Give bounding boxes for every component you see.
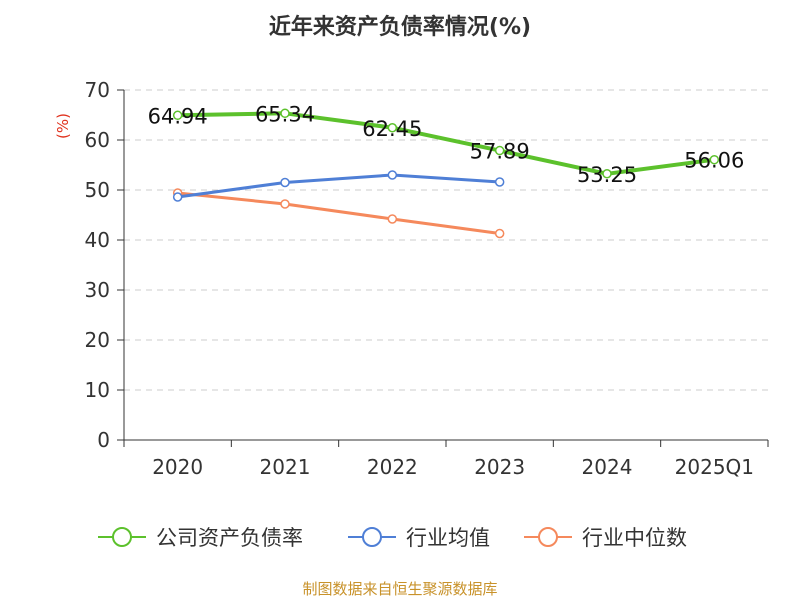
data-label: 62.45	[362, 117, 422, 141]
legend-swatch-marker	[538, 527, 558, 547]
data-point	[280, 177, 290, 188]
source-note: 制图数据来自恒生聚源数据库	[302, 580, 497, 598]
y-axis-label: (%)	[54, 113, 72, 139]
y-tick-label: 50	[85, 178, 110, 202]
data-point	[172, 192, 183, 202]
data-point	[602, 169, 612, 179]
y-tick-label: 0	[97, 428, 110, 452]
data-point	[172, 110, 183, 121]
data-point	[494, 145, 505, 156]
data-label: 65.34	[255, 102, 315, 126]
legend-swatch-marker	[362, 527, 382, 547]
legend: 公司资产负债率 行业均值 行业中位数	[98, 526, 687, 550]
data-label: 64.94	[148, 104, 208, 128]
y-tick-label: 60	[85, 128, 110, 152]
y-tick-label: 40	[85, 228, 110, 252]
data-label: 56.06	[684, 149, 744, 173]
data-point	[494, 228, 505, 239]
legend-label: 行业中位数	[582, 526, 687, 550]
x-tick-label: 2025Q1	[675, 455, 754, 479]
x-tick-label: 2021	[260, 455, 311, 479]
y-tick-label: 10	[85, 378, 110, 402]
y-tick-label: 20	[85, 328, 110, 352]
x-tick-label: 2023	[474, 455, 525, 479]
data-point	[280, 199, 290, 209]
grid-lines	[124, 89, 768, 391]
x-tick-label: 2022	[367, 455, 418, 479]
data-label: 57.89	[470, 140, 530, 164]
x-tick-label: 2020	[152, 455, 203, 479]
x-tick-label: 2024	[582, 455, 633, 479]
chart-title: 近年来资产负债率情况(%)	[269, 14, 531, 40]
series-group	[172, 108, 720, 239]
data-point	[709, 154, 720, 165]
series-line	[176, 173, 502, 199]
legend-label: 行业均值	[406, 526, 490, 550]
y-tick-label: 70	[85, 78, 110, 102]
legend-swatch-marker	[112, 527, 132, 547]
data-point	[494, 177, 505, 187]
series-line	[176, 191, 502, 235]
y-tick-label: 30	[85, 278, 110, 302]
data-point	[280, 108, 290, 119]
axes: 0 10 20 30 40 50 60 70 2020 2021 2022 2023 2024 2025Q…	[85, 78, 769, 479]
data-point	[387, 214, 398, 224]
legend-label: 公司资产负债率	[156, 526, 303, 550]
data-labels: 64.94 65.34 62.45 57.89 53.25 56.06	[148, 102, 745, 186]
data-point	[387, 123, 398, 133]
series-line	[175, 111, 717, 176]
data-label: 53.25	[577, 163, 637, 187]
data-point	[387, 170, 398, 180]
